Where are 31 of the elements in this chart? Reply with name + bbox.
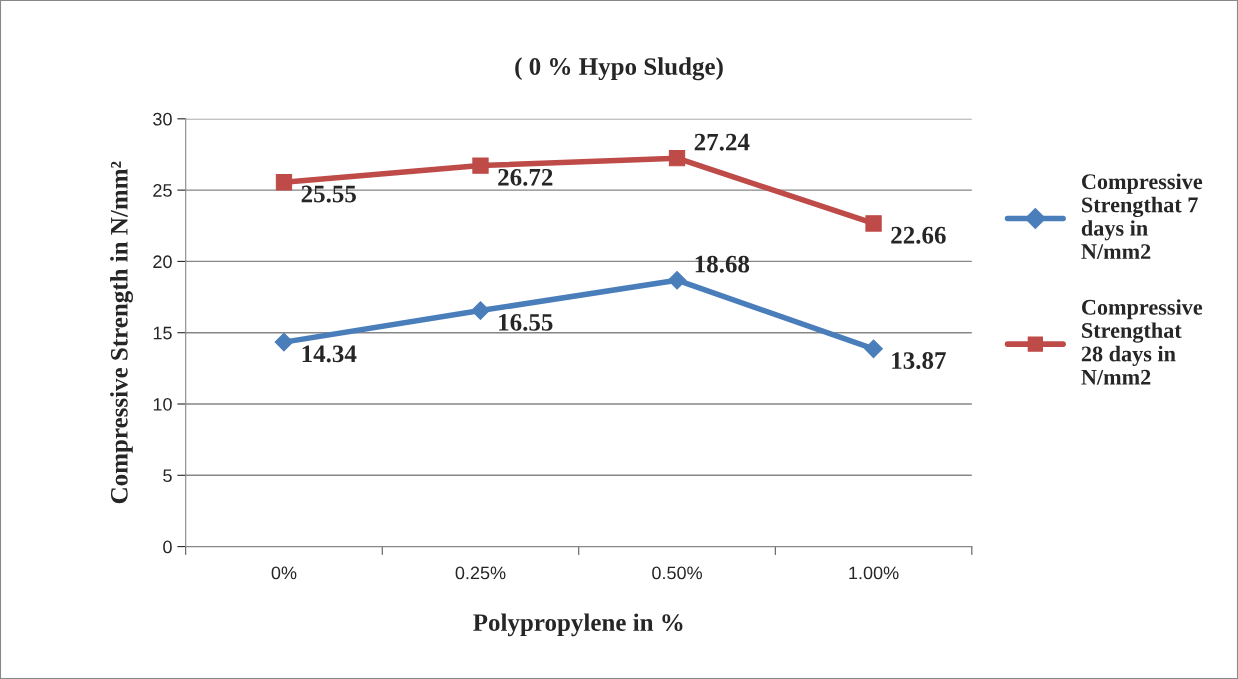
data-label: 22.66 [891,226,946,244]
y-axis-title: Compressive Strength in N/mm² [110,161,133,504]
data-label: 13.87 [892,352,946,370]
data-label: 14.34 [302,345,357,363]
x-tick-label: 0% [271,566,297,580]
data-label: 16.55 [499,313,553,331]
x-tick-label: 0.50% [652,566,702,580]
point [472,157,489,174]
y-tick-label: 20 [153,255,172,269]
data-label: 25.55 [301,185,356,203]
legend-label: Compressive Strengthat 28 days in N/mm2 [1081,299,1203,385]
y-tick-label: 25 [153,184,172,197]
y-tick-label: 30 [153,112,172,126]
x-tick-label: 1.00% [849,566,899,580]
point [667,270,687,290]
y-tick-label: 15 [153,326,172,340]
legend-label: Compressive Strengthat 7 days in N/mm2 [1081,173,1203,260]
point [275,174,293,191]
x-axis-title: Polypropylene in % [473,613,683,637]
point [274,332,294,352]
y-tick-label: 0 [163,540,172,554]
point [471,301,490,320]
point [864,339,883,359]
x-tick-label: 0.25% [455,566,506,580]
data-label: 26.72 [498,168,553,186]
data-label: 27.24 [694,133,750,151]
point [668,150,686,167]
y-tick-label: 5 [163,469,172,483]
chart-title: ( 0 % Hypo Sludge) [515,57,723,81]
point [865,215,882,232]
y-tick-label: 10 [153,397,172,411]
